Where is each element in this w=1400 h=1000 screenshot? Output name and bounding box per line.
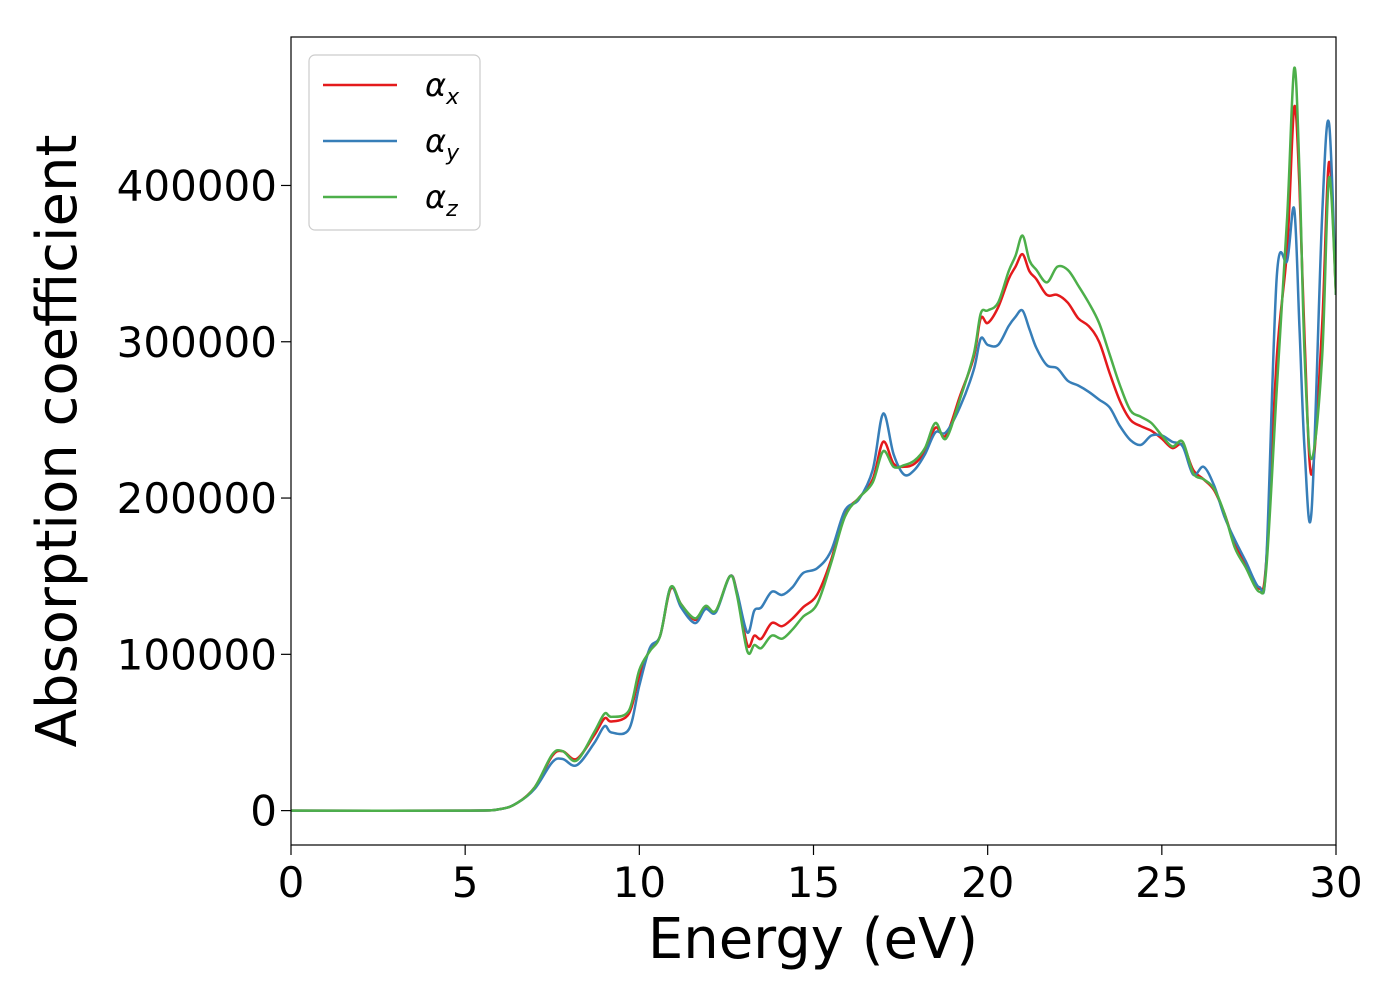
y-tick-label: 400000 xyxy=(117,161,277,210)
x-axis-ticks: 0 5 10 15 20 25 30 xyxy=(278,845,1363,907)
series-lines xyxy=(291,66,1336,812)
x-tick-label: 15 xyxy=(787,858,840,907)
x-tick-label: 30 xyxy=(1309,858,1362,907)
y-tick-label: 300000 xyxy=(117,318,277,367)
legend-label-x: αx xyxy=(425,66,460,110)
legend-subscript: z xyxy=(445,197,458,222)
y-tick-label: 100000 xyxy=(117,630,277,679)
legend-symbol: α xyxy=(425,178,446,216)
legend-box xyxy=(308,54,481,231)
x-tick-label: 0 xyxy=(278,858,305,907)
x-tick-label: 10 xyxy=(613,858,666,907)
y-axis-label: Absorption coefficient xyxy=(25,135,90,748)
y-tick-label: 0 xyxy=(250,787,277,836)
series-line-z xyxy=(291,66,1336,812)
y-axis-ticks: 0 100000 200000 300000 400000 xyxy=(117,161,291,836)
y-tick-label: 200000 xyxy=(117,474,277,523)
legend-label-z: αz xyxy=(425,178,458,222)
legend-label-y: αy xyxy=(425,122,460,166)
legend-subscript: y xyxy=(445,141,460,166)
x-tick-label: 20 xyxy=(961,858,1014,907)
legend-subscript: x xyxy=(445,85,460,110)
x-axis-label: Energy (eV) xyxy=(648,907,978,972)
x-tick-label: 25 xyxy=(1135,858,1188,907)
legend-symbol: α xyxy=(425,122,446,160)
legend-symbol: α xyxy=(425,66,446,104)
x-tick-label: 5 xyxy=(452,858,479,907)
